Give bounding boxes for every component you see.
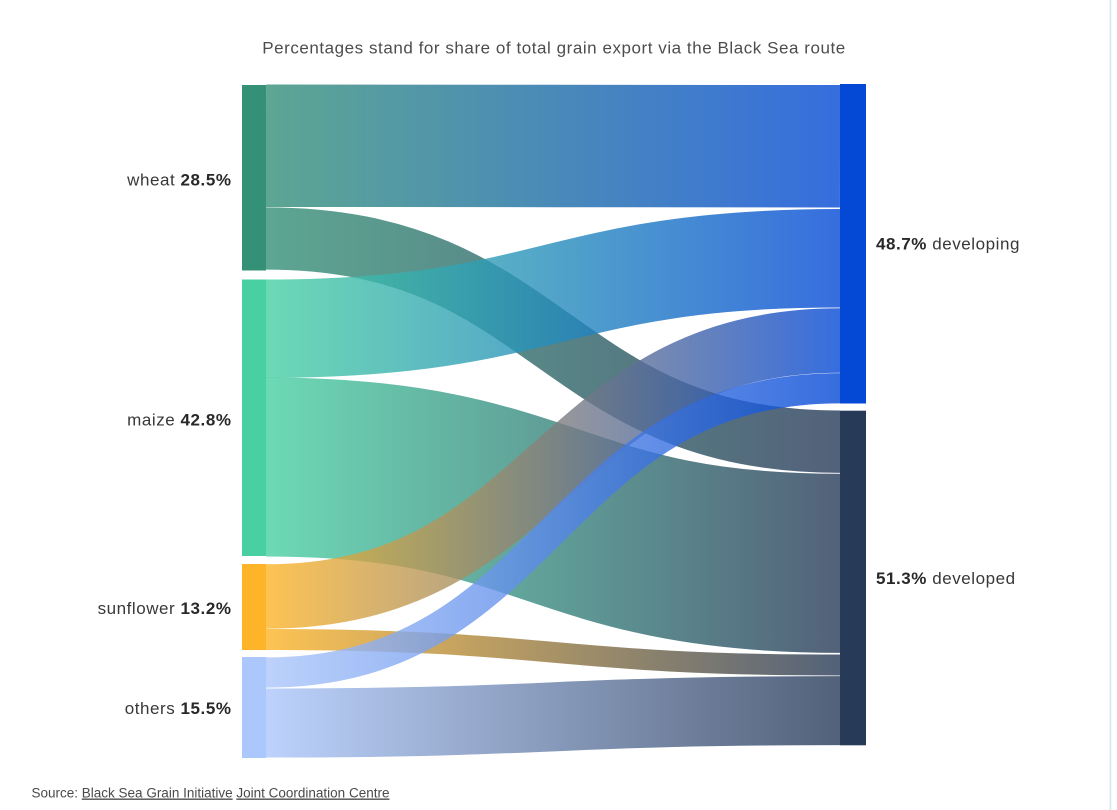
svg-text:51.3% developed: 51.3% developed <box>876 569 1016 588</box>
svg-text:Source: Black Sea Grain Initia: Source: Black Sea Grain Initiative Joint… <box>32 786 390 801</box>
svg-text:sunflower 13.2%: sunflower 13.2% <box>98 599 232 618</box>
svg-text:Percentages stand for share of: Percentages stand for share of total gra… <box>262 39 846 58</box>
svg-text:48.7% developing: 48.7% developing <box>876 235 1020 254</box>
svg-text:wheat 28.5%: wheat 28.5% <box>126 171 231 190</box>
svg-text:others 15.5%: others 15.5% <box>125 699 232 718</box>
svg-text:maize 42.8%: maize 42.8% <box>127 411 231 430</box>
